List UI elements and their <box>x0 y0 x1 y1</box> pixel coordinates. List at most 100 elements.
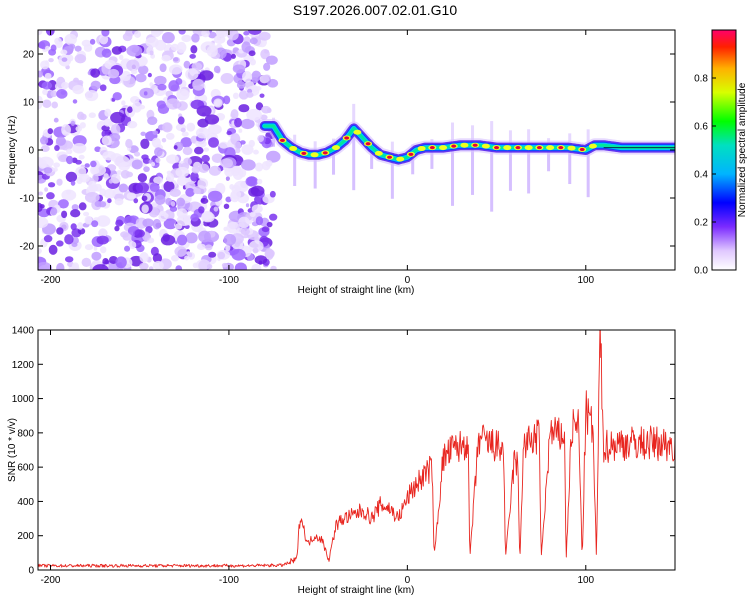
noise-blob <box>91 251 102 261</box>
y-tick-label: 20 <box>23 50 35 61</box>
noise-blob <box>38 261 53 270</box>
noise-blob <box>199 70 214 81</box>
noise-blob <box>265 159 273 167</box>
noise-blob <box>121 100 126 106</box>
noise-blob <box>101 48 112 58</box>
noise-blob <box>70 209 81 218</box>
noise-blob <box>238 216 250 229</box>
noise-blob <box>115 219 124 227</box>
noise-blob <box>238 168 247 178</box>
noise-blob <box>177 116 185 125</box>
noise-blob <box>198 230 211 243</box>
noise-blob <box>64 234 74 245</box>
noise-blob <box>74 53 87 64</box>
noise-blob <box>66 148 73 155</box>
noise-blob <box>269 213 278 221</box>
noise-blob <box>132 101 142 113</box>
noise-blob <box>263 49 270 54</box>
noise-blob <box>54 144 60 152</box>
noise-blob <box>43 235 53 243</box>
noise-blob <box>240 228 250 236</box>
spectrogram-x-label: Height of straight line (km) <box>298 285 415 296</box>
noise-blob <box>137 173 147 183</box>
noise-blob <box>189 53 196 59</box>
noise-blob <box>126 45 143 57</box>
noise-blob <box>218 141 229 149</box>
noise-blob <box>116 170 123 175</box>
snr-line <box>38 330 675 568</box>
noise-blob <box>91 220 99 228</box>
noise-blob <box>61 189 77 201</box>
noise-blob <box>265 249 275 258</box>
noise-blob <box>156 100 166 109</box>
noise-blob <box>220 73 234 84</box>
noise-blob <box>201 30 210 38</box>
noise-blob <box>236 81 246 89</box>
noise-blob <box>66 155 74 165</box>
noise-blob <box>126 59 140 72</box>
noise-blob <box>170 201 176 207</box>
signal-streak <box>352 128 356 191</box>
colorbar-tick-label: 0.2 <box>694 218 708 229</box>
signal-hotspot-core <box>301 151 307 155</box>
noise-blob <box>38 70 44 78</box>
noise-blob <box>88 112 96 119</box>
noise-blob <box>170 43 179 51</box>
noise-blob <box>180 137 193 148</box>
noise-blob <box>208 137 219 148</box>
x-tick-label: 100 <box>577 575 594 586</box>
noise-blob <box>56 227 64 235</box>
noise-blob <box>141 204 149 214</box>
noise-blob <box>261 226 270 233</box>
y-tick-label: 400 <box>17 497 34 508</box>
signal-streak <box>568 147 572 185</box>
noise-blob <box>254 255 268 265</box>
noise-blob <box>221 262 228 268</box>
signal-hotspot-core <box>408 152 414 156</box>
noise-blob <box>115 256 127 269</box>
noise-blob <box>166 98 181 110</box>
signal-hotspot-core <box>536 146 542 150</box>
colorbar-ticks: 0.0 0.2 0.4 0.6 0.8 <box>694 74 716 277</box>
noise-blob <box>39 136 49 145</box>
noise-blob <box>208 251 217 258</box>
y-tick-label: 200 <box>17 531 34 542</box>
signal-streak <box>451 122 455 147</box>
noise-blob <box>200 197 209 204</box>
noise-blob <box>150 161 156 167</box>
noise-blob <box>154 75 167 86</box>
noise-blob <box>56 262 65 270</box>
noise-blob <box>223 226 228 232</box>
noise-blob <box>48 244 58 255</box>
noise-blob <box>38 159 47 169</box>
noise-blob <box>94 183 102 192</box>
noise-blob <box>213 98 223 108</box>
noise-blob <box>166 172 175 183</box>
noise-blob <box>107 198 112 204</box>
signal-hotspot <box>439 145 448 151</box>
colorbar-gradient <box>711 29 737 271</box>
noise-blob <box>251 263 262 270</box>
noise-blob <box>157 83 167 91</box>
noise-blob <box>47 182 56 188</box>
y-tick-label: 0 <box>28 146 34 157</box>
noise-blob <box>68 43 76 50</box>
noise-blob <box>249 211 256 218</box>
noise-blob <box>120 170 130 179</box>
noise-blob <box>182 146 193 156</box>
noise-blob <box>147 116 158 125</box>
noise-blob <box>194 146 204 155</box>
y-tick-label: 0 <box>28 566 34 577</box>
noise-blob <box>119 54 124 61</box>
signal-hotspot-core <box>515 146 521 150</box>
noise-blob <box>204 114 220 125</box>
noise-blob <box>176 234 188 246</box>
signal-hotspot-core <box>451 144 457 148</box>
noise-blob <box>83 43 93 52</box>
signal-streak <box>411 152 415 175</box>
noise-blob <box>191 33 200 43</box>
noise-blob <box>50 207 58 216</box>
noise-blob <box>230 53 236 59</box>
noise-blob <box>245 203 250 208</box>
signal-hotspot-core <box>322 151 328 155</box>
